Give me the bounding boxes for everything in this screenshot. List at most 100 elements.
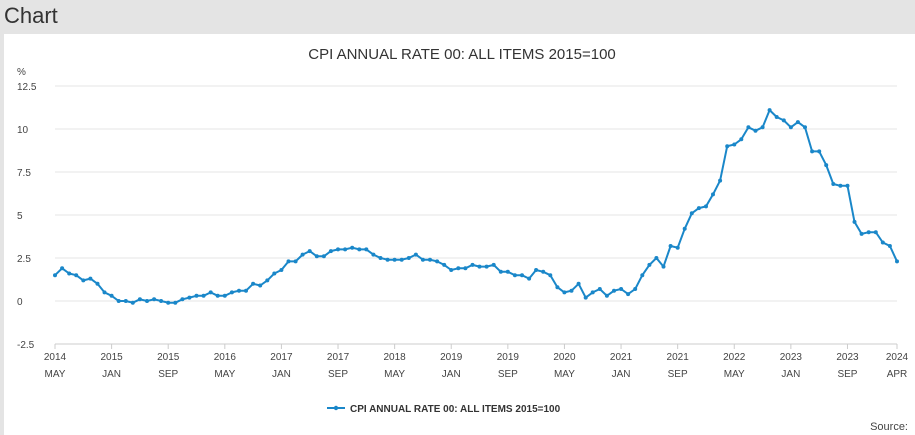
data-point[interactable]: [137, 297, 142, 302]
data-point[interactable]: [512, 273, 517, 278]
data-point[interactable]: [406, 256, 411, 260]
data-point[interactable]: [845, 183, 850, 188]
data-point[interactable]: [753, 128, 758, 133]
data-point[interactable]: [682, 226, 687, 231]
data-point[interactable]: [123, 299, 128, 303]
data-point[interactable]: [654, 256, 659, 260]
data-point[interactable]: [449, 268, 454, 272]
data-point[interactable]: [67, 271, 72, 276]
data-point[interactable]: [668, 244, 673, 248]
data-point[interactable]: [130, 300, 135, 305]
data-point[interactable]: [647, 262, 652, 267]
data-point[interactable]: [201, 293, 206, 298]
data-point[interactable]: [60, 266, 65, 271]
data-point[interactable]: [774, 115, 779, 119]
data-point[interactable]: [541, 269, 546, 274]
data-point[interactable]: [194, 293, 199, 298]
data-point[interactable]: [428, 257, 432, 262]
data-point[interactable]: [180, 297, 185, 302]
data-point[interactable]: [265, 278, 270, 283]
data-point[interactable]: [732, 142, 737, 147]
data-point[interactable]: [852, 219, 857, 224]
data-point[interactable]: [781, 118, 786, 123]
data-point[interactable]: [350, 245, 355, 250]
data-point[interactable]: [159, 299, 164, 303]
data-point[interactable]: [866, 230, 871, 235]
data-point[interactable]: [116, 299, 121, 303]
data-point[interactable]: [244, 288, 248, 293]
data-point[interactable]: [725, 144, 730, 149]
data-point[interactable]: [895, 259, 899, 264]
data-point[interactable]: [279, 268, 284, 272]
data-point[interactable]: [491, 262, 496, 267]
data-point[interactable]: [258, 283, 263, 288]
data-point[interactable]: [215, 293, 220, 298]
data-point[interactable]: [435, 259, 440, 264]
data-point[interactable]: [328, 249, 333, 254]
data-point[interactable]: [307, 249, 312, 254]
data-point[interactable]: [689, 211, 694, 216]
data-point[interactable]: [505, 269, 510, 274]
data-point[interactable]: [498, 269, 503, 274]
data-point[interactable]: [109, 293, 114, 298]
data-point[interactable]: [371, 252, 376, 257]
data-point[interactable]: [321, 254, 326, 259]
data-point[interactable]: [548, 273, 553, 278]
data-point[interactable]: [661, 264, 666, 269]
data-point[interactable]: [520, 273, 524, 278]
data-point[interactable]: [187, 295, 192, 300]
data-point[interactable]: [640, 273, 645, 278]
data-point[interactable]: [718, 178, 723, 183]
data-point[interactable]: [470, 262, 475, 267]
data-point[interactable]: [859, 231, 864, 236]
data-point[interactable]: [88, 276, 93, 281]
data-point[interactable]: [293, 259, 298, 264]
data-point[interactable]: [357, 247, 362, 252]
data-point[interactable]: [739, 137, 744, 142]
data-point[interactable]: [534, 268, 539, 272]
data-point[interactable]: [286, 259, 291, 264]
data-point[interactable]: [81, 278, 86, 283]
data-point[interactable]: [378, 256, 383, 260]
data-point[interactable]: [810, 149, 815, 154]
data-point[interactable]: [314, 254, 319, 259]
data-point[interactable]: [711, 192, 715, 197]
data-point[interactable]: [569, 288, 574, 293]
data-point[interactable]: [364, 247, 369, 252]
data-point[interactable]: [803, 125, 807, 130]
data-point[interactable]: [336, 247, 340, 252]
data-point[interactable]: [53, 273, 57, 278]
data-point[interactable]: [597, 287, 602, 291]
data-point[interactable]: [562, 290, 567, 295]
data-point[interactable]: [880, 240, 885, 245]
data-point[interactable]: [208, 290, 213, 295]
data-point[interactable]: [831, 182, 836, 186]
data-point[interactable]: [696, 206, 701, 211]
data-point[interactable]: [272, 271, 277, 276]
data-point[interactable]: [343, 247, 348, 252]
data-point[interactable]: [824, 163, 829, 168]
data-point[interactable]: [102, 290, 107, 295]
data-point[interactable]: [392, 257, 397, 262]
data-point[interactable]: [527, 276, 532, 281]
data-point[interactable]: [463, 266, 468, 271]
data-point[interactable]: [251, 281, 256, 286]
data-point[interactable]: [619, 287, 624, 291]
data-point[interactable]: [675, 245, 680, 250]
data-point[interactable]: [576, 281, 581, 286]
data-point[interactable]: [555, 285, 560, 290]
data-point[interactable]: [300, 252, 305, 257]
data-point[interactable]: [95, 281, 100, 286]
data-point[interactable]: [399, 257, 404, 262]
data-point[interactable]: [583, 295, 588, 300]
data-point[interactable]: [456, 266, 461, 271]
data-point[interactable]: [788, 125, 793, 130]
data-point[interactable]: [626, 292, 631, 297]
data-point[interactable]: [420, 257, 425, 262]
data-point[interactable]: [385, 257, 390, 262]
data-point[interactable]: [873, 230, 878, 235]
data-point[interactable]: [222, 293, 227, 298]
data-point[interactable]: [760, 125, 765, 130]
series-layer[interactable]: [53, 108, 899, 305]
data-point[interactable]: [477, 264, 482, 269]
